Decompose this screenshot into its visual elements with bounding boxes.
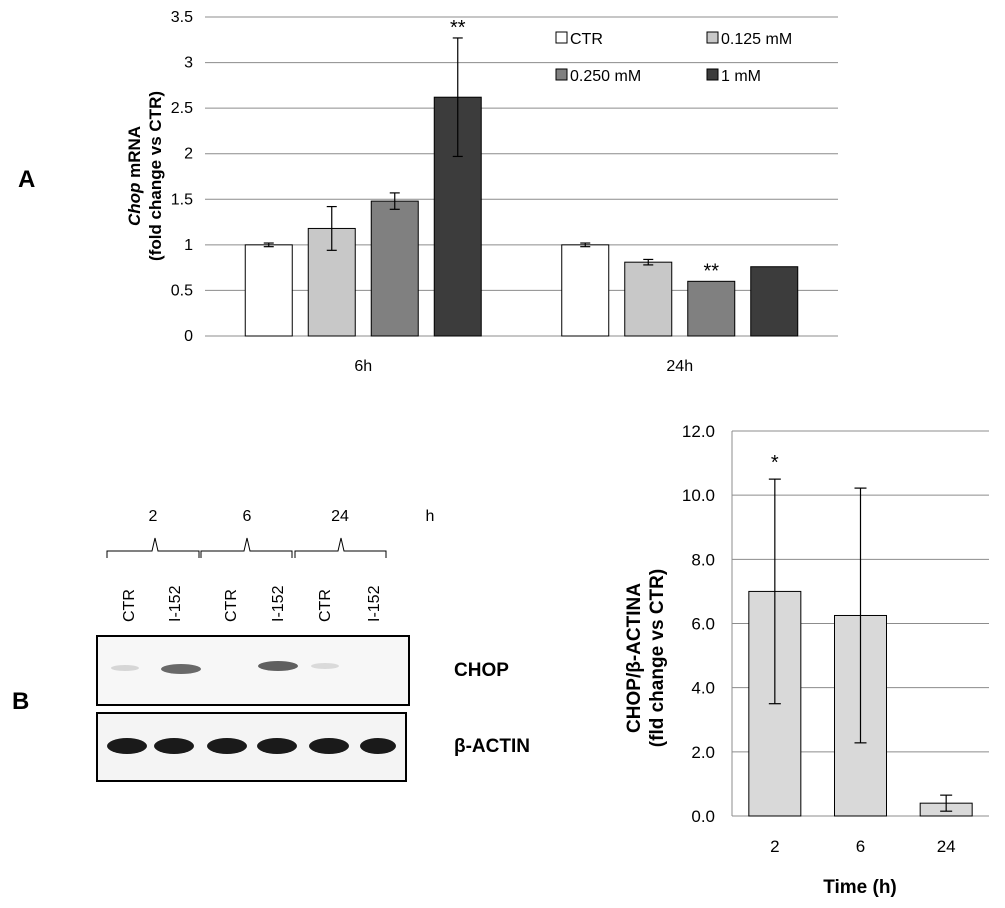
chart-b-y-tick-label: 0.0 (691, 807, 715, 826)
chart-a-y-axis-title-line1: Chop mRNA (125, 126, 144, 226)
blot-chop-band (161, 664, 201, 674)
chart-a-y-tick-label: 1.5 (171, 191, 193, 208)
western-blot: 2 6 24 h CTR I-152 CTR I-152 CTR I-152 C… (96, 508, 530, 782)
chart-a-y-tick-label: 0.5 (171, 282, 193, 299)
legend-label-0250: 0.250 mM (570, 68, 641, 85)
blot-actin-frame (96, 712, 407, 782)
chart-a-bar (244, 244, 293, 337)
blot-lane-label: I-152 (167, 585, 184, 622)
legend-label-1mm: 1 mM (721, 68, 761, 85)
blot-actin-band (309, 738, 349, 754)
chart-a-bar (370, 200, 419, 337)
blot-time-2: 2 (149, 508, 158, 525)
blot-chop-frame (96, 635, 410, 706)
blot-lane-label: CTR (317, 589, 334, 622)
chart-b-x-tick-label: 24 (937, 837, 956, 856)
chart-a-y-tick-label: 1 (184, 237, 193, 254)
blot-brace-6 (200, 537, 293, 558)
chart-a-significance-mark: ** (450, 17, 466, 39)
chart-b-y-tick-label: 8.0 (691, 550, 715, 569)
blot-time-24: 24 (331, 508, 349, 525)
legend-swatch-0125 (706, 31, 719, 44)
blot-time-unit: h (426, 508, 435, 525)
blot-actin-band (360, 738, 396, 754)
blot-band-name-chop: CHOP (454, 660, 509, 681)
chart-a-y-tick-label: 0 (184, 328, 193, 345)
blot-actin-band (207, 738, 247, 754)
blot-chop-band (111, 665, 139, 671)
chart-a-y-axis-title-line2: (fold change vs CTR) (146, 91, 165, 261)
legend-swatch-ctr (555, 31, 568, 44)
chart-b-x-tick-label: 6 (856, 837, 865, 856)
chart-a-y-tick-label: 2.5 (171, 100, 193, 117)
chart-a-bar (307, 227, 356, 337)
chart-b-y-tick-label: 4.0 (691, 679, 715, 698)
chart-a-significance-mark: ** (703, 260, 719, 282)
blot-time-6: 6 (243, 508, 252, 525)
blot-chop-band (258, 661, 298, 671)
chart-a-bar (624, 261, 673, 337)
chart-b-x-axis-title: Time (h) (823, 877, 897, 898)
panel-label-a: A (18, 166, 36, 193)
chart-b-y-axis-title-line2: (fld change vs CTR) (647, 569, 668, 747)
chart-b-y-tick-label: 10.0 (682, 486, 715, 505)
chart-b-y-tick-label: 6.0 (691, 615, 715, 634)
chart-a-y-tick-label: 2 (184, 146, 193, 163)
blot-brace-2 (106, 537, 200, 558)
legend-label-0125: 0.125 mM (721, 31, 792, 48)
chart-a-bar (750, 266, 799, 337)
chart-a-x-tick-label: 24h (666, 358, 693, 375)
chart-b-y-axis-title-line1: CHOP/β-ACTINA (624, 583, 645, 733)
chart-a-y-tick-label: 3 (184, 55, 193, 72)
chart-b-y-tick-label: 12.0 (682, 422, 715, 441)
chart-a-bar (687, 280, 736, 337)
blot-actin-band (107, 738, 147, 754)
blot-lane-label: I-152 (270, 585, 287, 622)
chart-b-y-tick-label: 2.0 (691, 743, 715, 762)
blot-lane-label: CTR (223, 589, 240, 622)
blot-band-name-actin: β-ACTIN (454, 736, 530, 757)
panel-label-b: B (12, 688, 30, 715)
chart-a-y-tick-label: 3.5 (171, 9, 193, 26)
blot-lane-label: CTR (121, 589, 138, 622)
chart-a-legend: CTR 0.125 mM 0.250 mM 1 mM (555, 31, 792, 85)
blot-actin-band (154, 738, 194, 754)
chart-b-significance-mark: * (771, 452, 779, 474)
blot-actin-band (257, 738, 297, 754)
legend-label-ctr: CTR (570, 31, 603, 48)
chart-a-x-tick-label: 6h (354, 358, 372, 375)
chart-a-bar (561, 244, 610, 337)
legend-swatch-0250 (555, 68, 568, 81)
blot-lane-label: I-152 (366, 585, 383, 622)
blot-chop-band (311, 663, 339, 669)
blot-brace-24 (294, 537, 387, 558)
chart-b-x-tick-label: 2 (770, 837, 779, 856)
legend-swatch-1mm (706, 68, 719, 81)
